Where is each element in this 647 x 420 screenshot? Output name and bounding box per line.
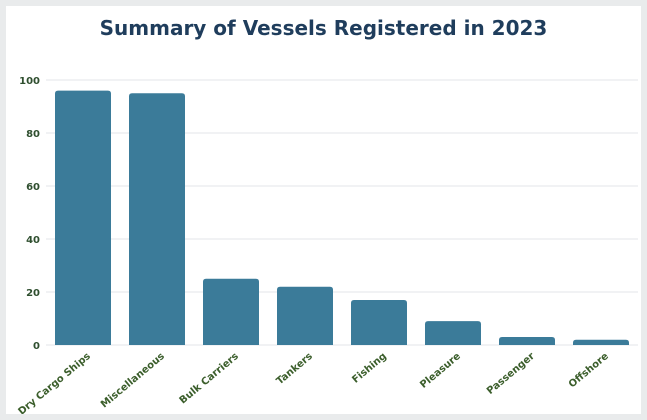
y-tick-label: 60 bbox=[26, 182, 40, 193]
bar bbox=[129, 93, 185, 345]
bar bbox=[351, 299, 407, 345]
bar bbox=[425, 321, 481, 345]
y-tick-label: 100 bbox=[19, 76, 40, 87]
bar bbox=[499, 337, 555, 345]
x-tick-label: Tankers bbox=[275, 351, 315, 387]
bar-chart: 0 20 40 60 80 100 Dry Cargo Ships Miscellaneous… bbox=[16, 76, 638, 414]
y-tick-label: 0 bbox=[33, 341, 40, 352]
x-tick-label: Offshore bbox=[567, 351, 611, 391]
y-tick-label: 20 bbox=[26, 288, 40, 299]
chart-card: Summary of Vessels Registered in 2023 0 2… bbox=[6, 6, 641, 414]
y-tick-label: 40 bbox=[26, 235, 40, 246]
x-tick-label: Bulk Carriers bbox=[178, 351, 241, 407]
bar bbox=[573, 339, 629, 345]
bar bbox=[55, 90, 111, 345]
bar bbox=[203, 278, 259, 345]
x-tick-label: Passenger bbox=[485, 351, 537, 397]
y-tick-label: 80 bbox=[26, 129, 40, 140]
bar bbox=[277, 286, 333, 345]
chart-title: Summary of Vessels Registered in 2023 bbox=[99, 16, 548, 40]
x-tick-label: Pleasure bbox=[418, 351, 463, 391]
x-tick-label: Dry Cargo Ships bbox=[16, 351, 93, 414]
x-tick-label: Fishing bbox=[350, 351, 389, 386]
x-tick-label: Miscellaneous bbox=[99, 351, 167, 411]
